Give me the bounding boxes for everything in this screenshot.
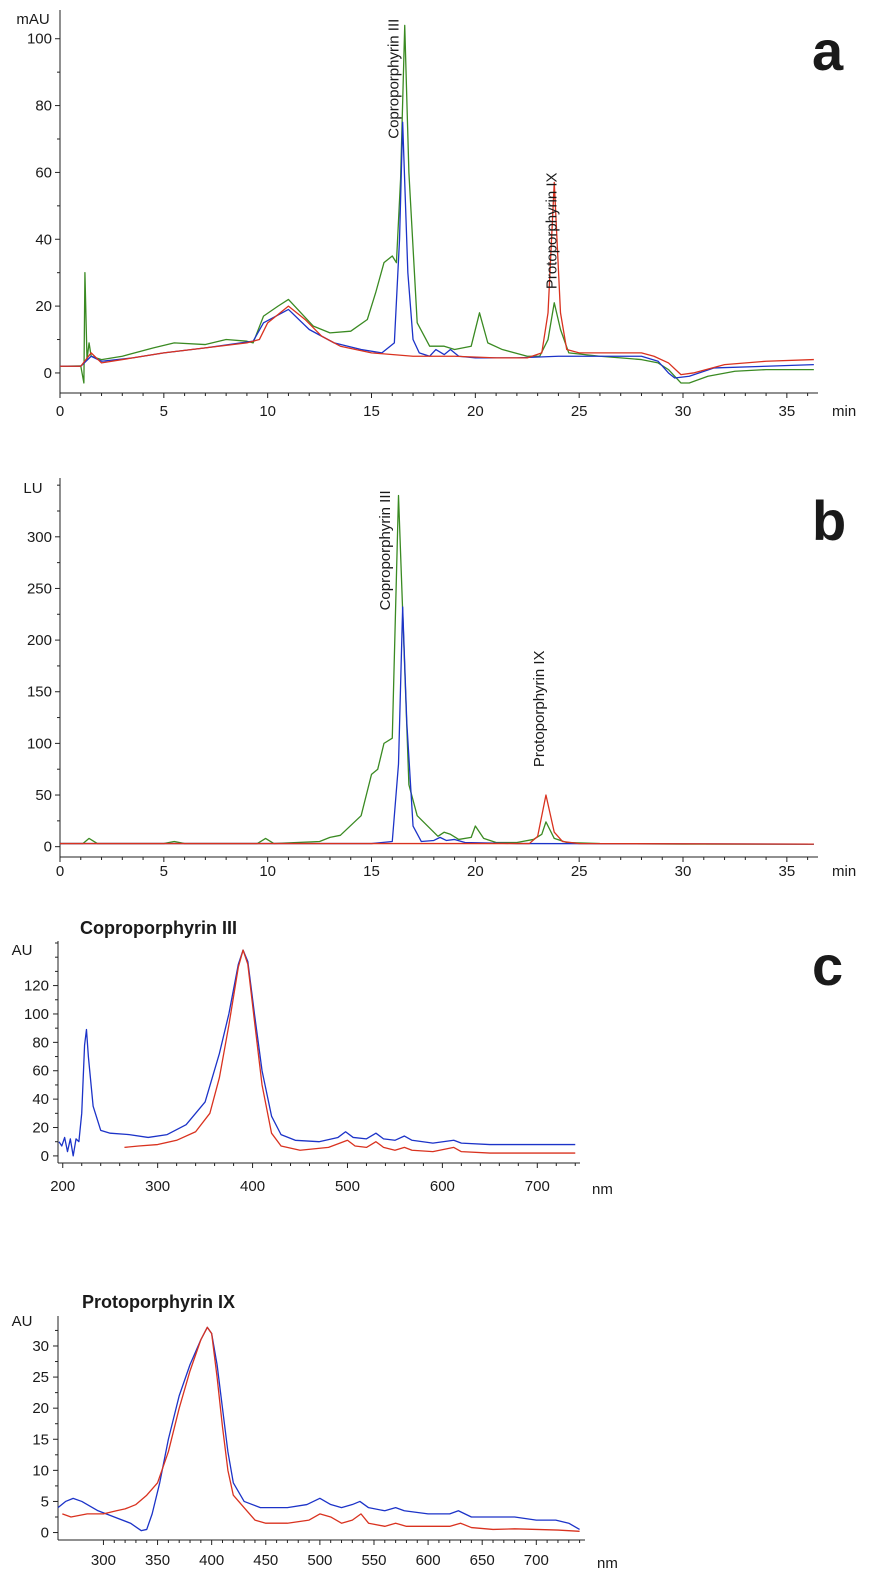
x-tick-label: 500 [307,1552,332,1569]
x-axis-unit: nm [592,1181,613,1198]
trace-red [62,1326,580,1532]
trace-blue [58,949,576,1157]
x-tick-label: 200 [50,1178,75,1195]
y-tick-label: 0 [41,1148,49,1165]
y-tick-label: 40 [35,231,52,248]
y-tick-label: 0 [44,839,52,856]
chart-panel-c1: 200 300 400 500 600 700 0 20 40 60 80 100 120 AU nm c Co… [12,918,844,1198]
x-tick-label: 650 [470,1552,495,1569]
y-axis-unit: LU [23,480,42,497]
peak-label: Protoporphyrin IX [543,172,560,289]
y-tick-label: 100 [27,31,52,48]
trace-red [60,794,814,845]
panel-letter: a [812,19,844,82]
x-tick-label: 550 [361,1552,386,1569]
y-tick-label: 0 [44,365,52,382]
x-tick-label: 450 [253,1552,278,1569]
y-tick-label: 300 [27,529,52,546]
y-tick-label: 60 [35,164,52,181]
trace-blue [60,606,814,845]
x-tick-label: 600 [430,1178,455,1195]
peak-label: Coproporphyrin III [377,490,394,610]
x-tick-label: 10 [259,403,276,420]
x-axis-unit: min [832,863,856,880]
x-tick-label: 30 [675,403,692,420]
y-tick-label: 0 [41,1525,49,1542]
x-tick-label: 0 [56,863,64,880]
x-tick-label: 700 [525,1178,550,1195]
spectrum-title: Coproporphyrin III [80,918,237,938]
x-tick-label: 500 [335,1178,360,1195]
x-tick-label: 30 [675,863,692,880]
x-tick-label: 300 [145,1178,170,1195]
x-tick-label: 15 [363,863,380,880]
y-tick-label: 120 [24,978,49,995]
y-tick-label: 80 [32,1034,49,1051]
chart-panel-c2: 300 350 400 450 500 550 600 650 700 0 5 10 15 20 25 30 A… [12,1292,618,1572]
y-tick-label: 100 [24,1006,49,1023]
y-tick-label: 60 [32,1063,49,1080]
y-tick-label: 250 [27,580,52,597]
x-tick-label: 0 [56,403,64,420]
x-tick-label: 400 [240,1178,265,1195]
y-tick-label: 20 [32,1400,49,1417]
y-tick-label: 50 [35,787,52,804]
y-axis-unit: AU [12,1313,33,1330]
x-tick-label: 10 [259,863,276,880]
y-tick-label: 150 [27,684,52,701]
trace-blue [57,1326,580,1532]
y-tick-label: 15 [32,1431,49,1448]
x-axis-unit: nm [597,1555,618,1572]
x-axis-unit: min [832,403,856,420]
x-tick-label: 25 [571,403,588,420]
x-tick-label: 600 [416,1552,441,1569]
peak-label: Protoporphyrin IX [531,650,548,767]
chart-panel-a: 0 5 10 15 20 25 30 35 0 20 40 60 80 100 mAU min a Copropo… [16,10,856,420]
trace-red [124,949,576,1154]
y-tick-label: 30 [32,1338,49,1355]
x-tick-label: 25 [571,863,588,880]
x-tick-label: 5 [160,863,168,880]
x-tick-label: 35 [779,863,796,880]
y-tick-label: 20 [32,1120,49,1137]
x-tick-label: 20 [467,863,484,880]
y-tick-label: 10 [32,1462,49,1479]
y-tick-label: 5 [41,1493,49,1510]
trace-red [60,181,814,376]
y-axis-unit: mAU [16,11,49,28]
panel-letter: b [812,489,846,552]
y-tick-label: 40 [32,1091,49,1108]
trace-green [59,24,814,384]
x-tick-label: 35 [779,403,796,420]
y-tick-label: 25 [32,1369,49,1386]
x-tick-label: 300 [91,1552,116,1569]
x-tick-label: 20 [467,403,484,420]
x-tick-label: 15 [363,403,380,420]
x-tick-label: 5 [160,403,168,420]
chart-panel-b: 0 5 10 15 20 25 30 35 0 50 100 150 200 250 300 LU min b Co… [23,478,856,880]
peak-label: Coproporphyrin III [386,19,403,139]
y-tick-label: 20 [35,298,52,315]
y-axis-unit: AU [12,942,33,959]
y-tick-label: 100 [27,735,52,752]
x-tick-label: 400 [199,1552,224,1569]
y-tick-label: 80 [35,98,52,115]
x-tick-label: 700 [524,1552,549,1569]
panel-letter: c [812,934,843,997]
trace-blue [60,121,814,379]
x-tick-label: 350 [145,1552,170,1569]
spectrum-title: Protoporphyrin IX [82,1292,235,1312]
y-tick-label: 200 [27,632,52,649]
trace-green [60,494,814,845]
